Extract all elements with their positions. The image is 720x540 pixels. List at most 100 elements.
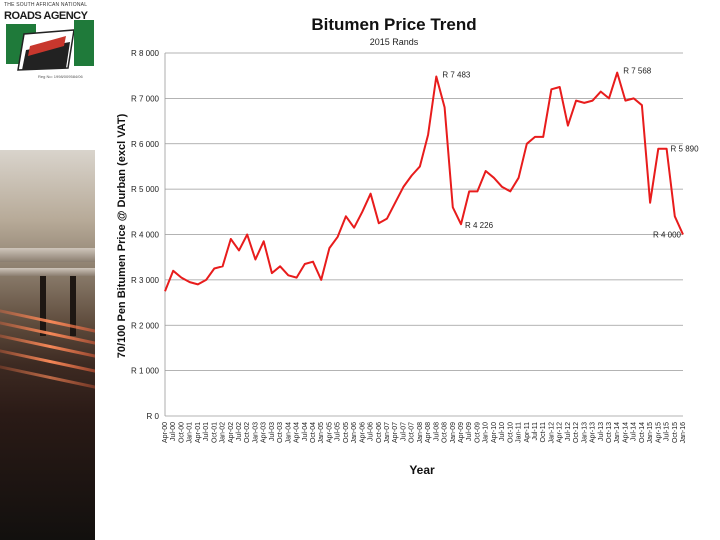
- x-tick-label: Oct-10: [507, 422, 514, 443]
- annotation-label: R 7 483: [442, 70, 471, 79]
- x-tick-label: Apr-06: [359, 422, 366, 443]
- x-tick-label: Jan-08: [417, 422, 424, 444]
- x-tick-labels: Apr-00 Jul-00 Oct-00 Jan-01 Apr-01 Jul-01 Oct-…: [162, 422, 687, 444]
- x-tick-label: Jul-10: [499, 422, 506, 441]
- annotation-label: R 4 226: [465, 221, 494, 230]
- annotation-label: R 4 000: [653, 231, 682, 240]
- x-tick-label: Jan-07: [384, 422, 391, 444]
- x-tick-label: Oct-04: [310, 422, 317, 443]
- y-tick-label: R 3 000: [131, 276, 160, 285]
- x-tick-label: Jul-04: [302, 422, 309, 441]
- x-tick-label: Apr-03: [261, 422, 268, 443]
- x-tick-label: Jul-13: [598, 422, 605, 441]
- x-tick-label: Apr-01: [195, 422, 202, 443]
- x-tick-label: Oct-03: [277, 422, 284, 443]
- bridge-pillar: [40, 276, 46, 336]
- x-tick-label: Oct-02: [244, 422, 251, 443]
- x-tick-label: Apr-10: [491, 422, 498, 443]
- x-tick-label: Jul-00: [170, 422, 177, 441]
- logo-bottom-text: Reg No: 1998/009584/06: [38, 74, 83, 79]
- x-tick-label: Oct-14: [639, 422, 646, 443]
- x-tick-label: Jul-09: [466, 422, 473, 441]
- logo-name-text: ROADS AGENCY: [4, 10, 88, 22]
- x-tick-label: Apr-09: [458, 422, 465, 443]
- chart-title: Bitumen Price Trend: [311, 15, 476, 34]
- y-tick-label: R 4 000: [131, 231, 160, 240]
- x-tick-label: Jan-05: [318, 422, 325, 444]
- x-tick-label: Jan-13: [581, 422, 588, 444]
- x-tick-label: Apr-07: [392, 422, 399, 443]
- x-tick-label: Jul-08: [433, 422, 440, 441]
- x-tick-label: Apr-08: [425, 422, 432, 443]
- annotations: R 7 483 R 4 226 R 7 568 R 5 890 R 4 000: [442, 67, 699, 240]
- x-tick-label: Jan-02: [220, 422, 227, 444]
- x-tick-label: Jul-07: [400, 422, 407, 441]
- x-tick-label: Oct-12: [573, 422, 580, 443]
- x-tick-label: Oct-13: [606, 422, 613, 443]
- x-tick-label: Oct-07: [409, 422, 416, 443]
- bridge-pillar: [70, 276, 76, 336]
- x-tick-label: Jul-11: [532, 422, 539, 441]
- annotation-label: R 5 890: [671, 145, 700, 154]
- logo-red-shape: [28, 36, 66, 56]
- y-tick-label: R 8 000: [131, 49, 160, 58]
- x-tick-label: Jan-11: [516, 422, 523, 443]
- x-tick-label: Oct-05: [343, 422, 350, 443]
- x-tick-label: Apr-15: [655, 422, 662, 443]
- x-tick-label: Jan-12: [548, 422, 555, 444]
- grid-lines: [164, 52, 683, 417]
- x-tick-label: Oct-11: [540, 422, 547, 443]
- y-tick-label: R 5 000: [131, 185, 160, 194]
- y-tick-label: R 7 000: [131, 94, 160, 103]
- x-tick-label: Jul-02: [236, 422, 243, 441]
- x-tick-label: Jan-15: [647, 422, 654, 444]
- x-tick-label: Oct-00: [178, 422, 185, 443]
- x-tick-label: Apr-00: [162, 422, 169, 443]
- x-tick-label: Jul-06: [368, 422, 375, 441]
- x-tick-label: Oct-06: [376, 422, 383, 443]
- x-tick-label: Jul-03: [269, 422, 276, 441]
- x-tick-label: Jan-06: [351, 422, 358, 444]
- x-tick-label: Jan-03: [252, 422, 259, 444]
- x-tick-label: Apr-04: [294, 422, 301, 443]
- logo-green-block: [74, 20, 94, 66]
- series-line: [164, 71, 684, 292]
- y-axis-label: 70/100 Pen Bitumen Price @ Durban (excl …: [116, 113, 128, 358]
- x-tick-label: Oct-09: [474, 422, 481, 443]
- highway-photo: [0, 150, 95, 540]
- overpass-bridge: [0, 268, 95, 276]
- logo-top-text: THE SOUTH AFRICAN NATIONAL: [4, 2, 88, 8]
- x-tick-label: Oct-15: [672, 422, 679, 443]
- x-tick-label: Jul-01: [203, 422, 210, 441]
- y-tick-label: R 0: [147, 412, 160, 421]
- sanral-logo: THE SOUTH AFRICAN NATIONAL ROADS AGENCY …: [4, 2, 96, 82]
- x-tick-label: Jan-04: [285, 422, 292, 444]
- y-tick-label: R 2 000: [131, 321, 160, 330]
- x-tick-label: Apr-11: [524, 422, 531, 443]
- x-tick-label: Apr-12: [557, 422, 564, 443]
- x-tick-label: Jan-14: [614, 422, 621, 444]
- x-tick-label: Jul-05: [335, 422, 342, 441]
- x-tick-label: Apr-14: [622, 422, 629, 443]
- x-tick-label: Jan-01: [187, 422, 194, 444]
- logo-emblem: [6, 20, 94, 71]
- annotation-label: R 7 568: [623, 67, 652, 76]
- y-tick-labels: R 0 R 1 000 R 2 000 R 3 000 R 4 000 R 5 000 R …: [131, 49, 160, 421]
- x-tick-label: Oct-01: [211, 422, 218, 443]
- x-tick-label: Jan-09: [450, 422, 457, 444]
- x-axis-label: Year: [409, 463, 435, 477]
- chart-subtitle: 2015 Rands: [370, 37, 419, 47]
- x-tick-label: Jul-15: [664, 422, 671, 441]
- y-tick-label: R 1 000: [131, 367, 160, 376]
- x-tick-label: Apr-05: [326, 422, 333, 443]
- x-tick-label: Oct-08: [442, 422, 449, 443]
- x-tick-label: Apr-02: [228, 422, 235, 443]
- x-tick-label: Apr-13: [590, 422, 597, 443]
- y-tick-label: R 6 000: [131, 140, 160, 149]
- x-tick-label: Jan-16: [680, 422, 687, 444]
- x-tick-label: Jul-14: [631, 422, 638, 441]
- x-tick-label: Jul-12: [565, 422, 572, 441]
- x-tick-label: Jan-10: [483, 422, 490, 444]
- overpass-bridge: [0, 248, 95, 262]
